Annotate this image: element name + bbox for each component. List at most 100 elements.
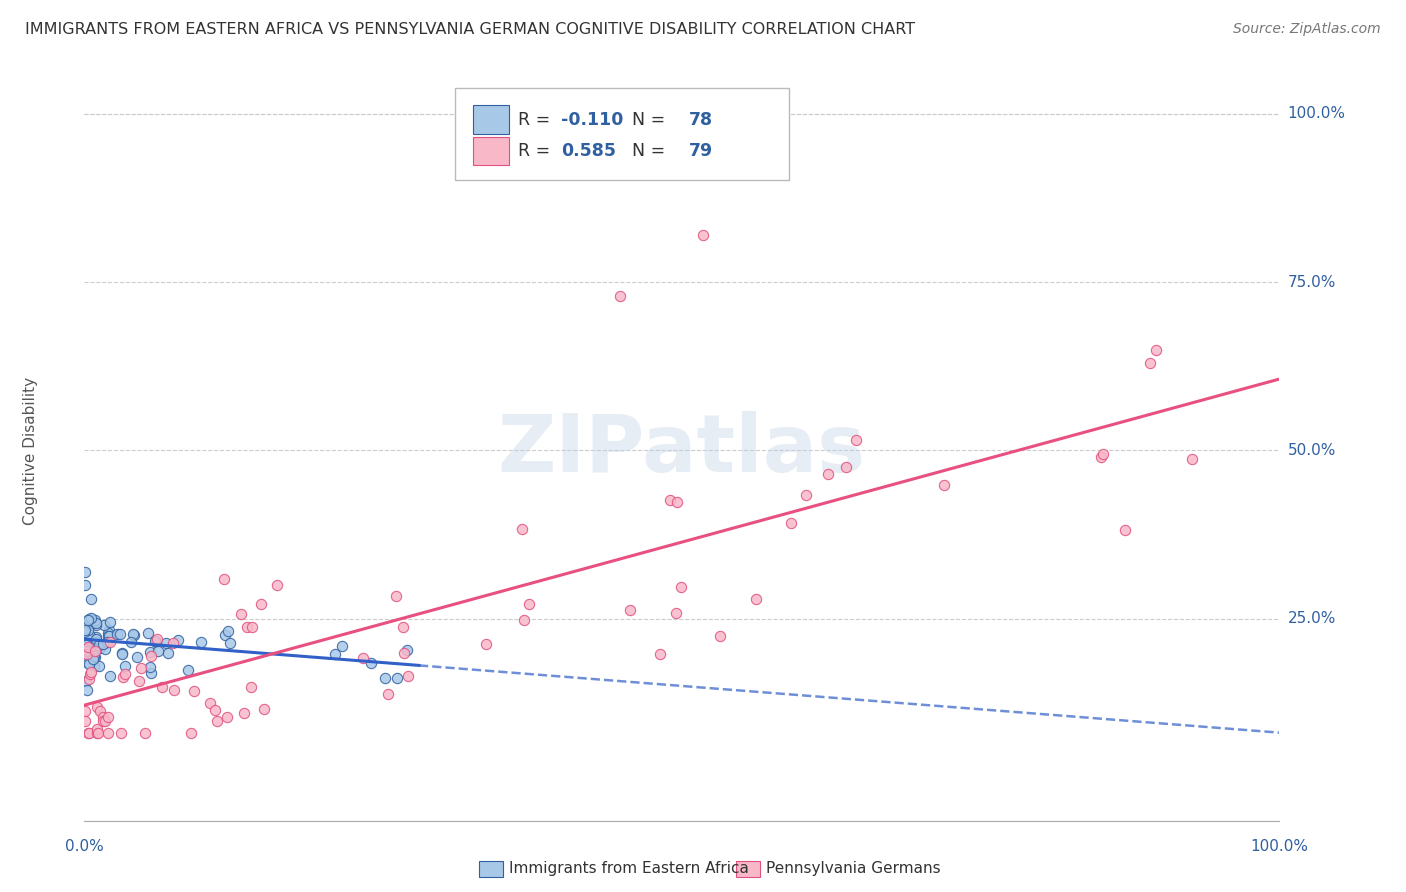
Point bbox=[75, 642, 97, 657]
Point bbox=[134, 726, 156, 740]
Point bbox=[330, 639, 353, 653]
Point bbox=[143, 634, 166, 648]
Point bbox=[146, 632, 169, 646]
Point bbox=[162, 636, 184, 650]
Point bbox=[138, 626, 160, 640]
Point bbox=[91, 637, 114, 651]
Point bbox=[145, 635, 167, 649]
Point bbox=[1144, 343, 1167, 357]
Point bbox=[517, 597, 540, 611]
Point bbox=[162, 683, 184, 698]
Point bbox=[235, 620, 257, 634]
Point bbox=[120, 635, 142, 649]
Text: N =: N = bbox=[621, 111, 671, 128]
Point bbox=[665, 606, 688, 620]
Point bbox=[1139, 356, 1161, 370]
Point bbox=[97, 726, 120, 740]
Point bbox=[80, 591, 103, 606]
Point bbox=[669, 580, 692, 594]
Point bbox=[794, 488, 817, 502]
Point bbox=[76, 644, 98, 658]
Text: ZIPatlas: ZIPatlas bbox=[498, 411, 866, 490]
Point bbox=[692, 228, 714, 243]
Point bbox=[648, 647, 671, 661]
Point bbox=[98, 668, 121, 682]
Point bbox=[125, 650, 148, 665]
Point bbox=[75, 714, 97, 728]
Text: 0.585: 0.585 bbox=[561, 142, 616, 160]
Text: R =: R = bbox=[519, 142, 555, 160]
Point bbox=[76, 613, 98, 627]
Point bbox=[111, 646, 134, 660]
Point bbox=[138, 645, 160, 659]
Point bbox=[73, 628, 96, 642]
Point bbox=[86, 722, 108, 736]
Point bbox=[80, 615, 103, 630]
Point bbox=[80, 649, 103, 664]
Point bbox=[114, 667, 136, 681]
FancyBboxPatch shape bbox=[472, 136, 509, 165]
Point bbox=[108, 627, 131, 641]
Point bbox=[79, 665, 101, 680]
Point bbox=[83, 659, 105, 673]
Point bbox=[93, 618, 115, 632]
Point bbox=[1091, 447, 1114, 461]
Point bbox=[73, 624, 96, 639]
Point bbox=[250, 597, 273, 611]
FancyBboxPatch shape bbox=[735, 861, 759, 877]
FancyBboxPatch shape bbox=[456, 87, 790, 180]
Point bbox=[658, 492, 681, 507]
Point bbox=[76, 648, 98, 662]
Point bbox=[204, 703, 226, 717]
Point bbox=[609, 288, 631, 302]
Text: 79: 79 bbox=[689, 142, 713, 160]
Point bbox=[219, 636, 242, 650]
Point bbox=[84, 635, 107, 649]
Point bbox=[253, 702, 276, 716]
Point bbox=[110, 726, 132, 740]
Point bbox=[76, 656, 98, 670]
Point bbox=[84, 613, 107, 627]
Point bbox=[817, 467, 839, 481]
Point bbox=[150, 680, 173, 694]
Point bbox=[512, 614, 534, 628]
Point bbox=[231, 607, 253, 621]
Point bbox=[80, 611, 103, 625]
Point bbox=[352, 651, 374, 665]
Point bbox=[77, 657, 100, 672]
Text: 100.0%: 100.0% bbox=[1250, 839, 1309, 855]
Point bbox=[73, 578, 96, 592]
Point bbox=[79, 627, 101, 641]
Point bbox=[87, 638, 110, 652]
Point bbox=[79, 645, 101, 659]
Point bbox=[323, 647, 346, 661]
Point bbox=[374, 671, 396, 685]
Point bbox=[779, 516, 801, 531]
Point bbox=[105, 627, 128, 641]
Point bbox=[834, 460, 856, 475]
Point bbox=[86, 700, 108, 714]
Point bbox=[77, 640, 100, 655]
Point bbox=[394, 646, 416, 660]
Point bbox=[146, 643, 169, 657]
Point bbox=[392, 620, 415, 634]
Point bbox=[1181, 452, 1204, 467]
Point bbox=[385, 589, 408, 603]
Point bbox=[84, 644, 107, 658]
Point bbox=[709, 629, 731, 643]
Point bbox=[214, 628, 236, 642]
Point bbox=[129, 661, 152, 675]
Text: 0.0%: 0.0% bbox=[65, 839, 104, 855]
Point bbox=[510, 522, 533, 536]
Point bbox=[97, 710, 120, 724]
Text: Cognitive Disability: Cognitive Disability bbox=[22, 376, 38, 524]
Point bbox=[73, 623, 96, 637]
Point bbox=[156, 646, 179, 660]
Point bbox=[98, 624, 121, 638]
Point bbox=[73, 565, 96, 579]
Point bbox=[190, 635, 212, 649]
Point bbox=[205, 714, 228, 729]
Point bbox=[141, 666, 163, 681]
Text: 78: 78 bbox=[689, 111, 713, 128]
Point bbox=[89, 658, 111, 673]
